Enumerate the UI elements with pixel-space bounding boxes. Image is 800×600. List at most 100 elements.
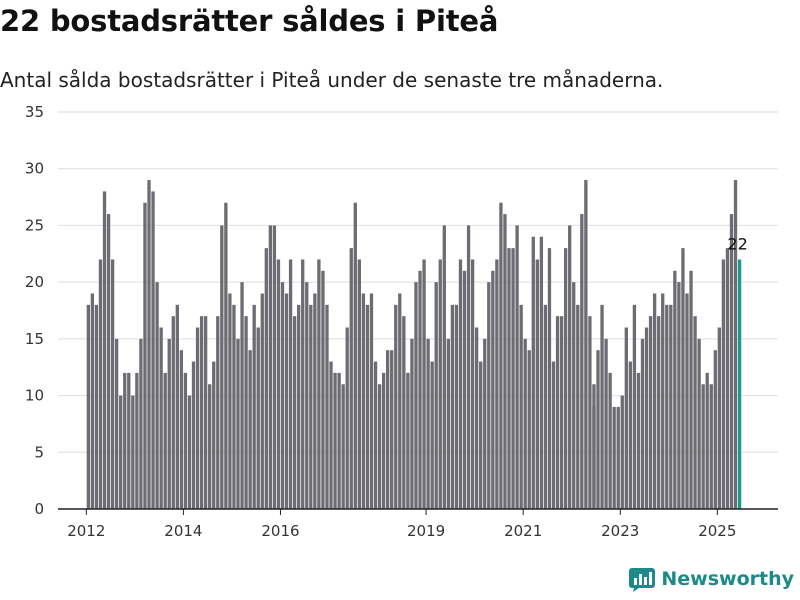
bar xyxy=(365,304,370,509)
bar-highlight xyxy=(737,259,742,509)
bar xyxy=(733,180,738,510)
x-tick-label: 2012 xyxy=(67,522,105,540)
bar-chart-icon xyxy=(629,568,656,592)
bar xyxy=(725,248,730,509)
bar xyxy=(584,180,588,510)
x-tick-label: 2016 xyxy=(261,522,299,540)
bar xyxy=(187,395,192,509)
bar xyxy=(268,225,273,509)
bar xyxy=(220,225,224,509)
bar xyxy=(713,350,717,509)
bar xyxy=(511,248,515,509)
bar xyxy=(139,338,143,509)
bar xyxy=(483,338,487,509)
bar xyxy=(232,304,236,509)
bar xyxy=(531,236,535,509)
bar xyxy=(438,259,442,509)
bar xyxy=(317,259,321,509)
bar xyxy=(669,304,673,509)
bar xyxy=(709,384,713,509)
bar xyxy=(430,361,434,509)
bar xyxy=(373,361,378,509)
bar xyxy=(576,304,580,509)
bar xyxy=(568,225,572,509)
bar xyxy=(284,293,289,509)
bar xyxy=(717,327,722,509)
bars xyxy=(86,180,742,510)
bar xyxy=(677,282,681,509)
bar xyxy=(612,406,616,509)
bar xyxy=(280,282,285,509)
bar xyxy=(620,395,624,509)
y-tick-label: 25 xyxy=(25,216,44,234)
bar xyxy=(640,338,645,509)
x-tick-label: 2025 xyxy=(698,522,736,540)
y-tick-label: 35 xyxy=(25,103,44,121)
bar xyxy=(341,384,345,509)
bar xyxy=(167,338,171,509)
bar xyxy=(657,316,661,509)
bar xyxy=(527,350,531,509)
bar xyxy=(305,282,309,509)
bar xyxy=(689,270,693,509)
bar xyxy=(628,361,633,509)
bar xyxy=(458,259,463,509)
data-labels: 22 xyxy=(727,234,747,253)
bar xyxy=(495,259,499,509)
bar xyxy=(636,372,641,509)
bar xyxy=(418,270,422,509)
bar xyxy=(345,327,349,509)
bar xyxy=(563,248,568,509)
bar xyxy=(353,202,357,509)
bar xyxy=(588,316,592,509)
bar xyxy=(147,180,151,510)
bar xyxy=(191,361,196,509)
bar xyxy=(183,372,188,509)
bar xyxy=(543,304,548,509)
bar xyxy=(721,259,726,509)
bar xyxy=(503,214,507,510)
bar xyxy=(487,282,491,509)
bar xyxy=(661,293,665,509)
bar xyxy=(199,316,204,509)
bar xyxy=(292,316,297,509)
bar xyxy=(685,293,689,509)
x-tick-label: 2014 xyxy=(164,522,202,540)
bar xyxy=(264,248,268,509)
bar xyxy=(325,304,329,509)
bar xyxy=(470,259,475,509)
bar xyxy=(406,372,410,509)
bar xyxy=(224,202,228,509)
bar xyxy=(705,372,709,509)
bar xyxy=(402,316,406,509)
bar xyxy=(559,316,564,509)
bar xyxy=(272,225,277,509)
bar xyxy=(333,372,337,509)
bar xyxy=(580,214,584,510)
bar xyxy=(523,338,527,509)
bar xyxy=(195,327,200,509)
bar xyxy=(297,304,301,509)
x-axis-ticks: 2012 2014 2016 2019 2021 2023 2025 xyxy=(67,509,736,540)
bar xyxy=(90,293,95,509)
bar xyxy=(410,338,414,509)
bar xyxy=(624,327,628,509)
bar xyxy=(98,259,103,509)
bar xyxy=(244,316,248,509)
bar xyxy=(499,202,503,509)
bar xyxy=(212,361,216,509)
bar xyxy=(381,372,386,509)
bar xyxy=(329,361,333,509)
bar xyxy=(119,395,123,509)
bar xyxy=(386,350,390,509)
bar xyxy=(515,225,519,509)
bar xyxy=(466,225,471,509)
bar xyxy=(163,372,167,509)
bar xyxy=(236,338,240,509)
y-tick-label: 5 xyxy=(34,443,44,461)
bar xyxy=(551,361,556,509)
bar xyxy=(203,316,208,509)
y-tick-label: 10 xyxy=(25,387,44,405)
bar xyxy=(260,293,264,509)
